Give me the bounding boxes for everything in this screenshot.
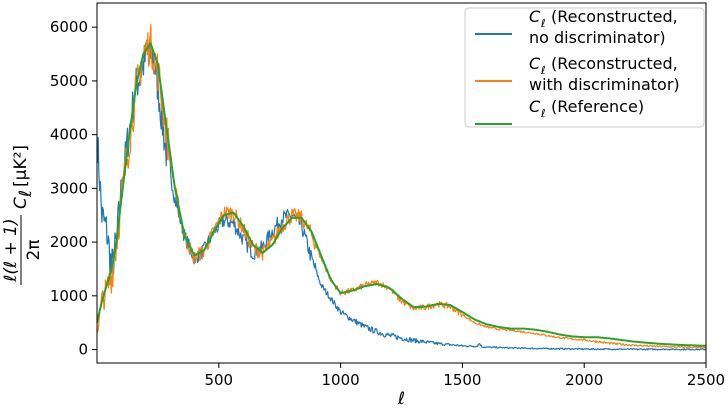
y-axis-label-denominator: 2π [24,239,44,260]
x-tick-label: 1000 [322,371,360,389]
y-axis-label-subscript: ℓ [16,190,36,198]
plot-frame [96,2,707,364]
x-tick-label: 2500 [687,371,725,389]
y-axis-label-unit: [μK²] [11,145,31,187]
legend-subscript: ℓ [540,107,546,120]
y-axis-label-symbol: C [11,197,31,209]
y-tick-label: 3000 [50,179,88,197]
legend-label: no discriminator) [529,28,666,47]
legend-subscript: ℓ [540,64,546,77]
x-axis: 500 1000 1500 2000 2500 [204,363,725,389]
legend-box [464,7,705,128]
legend-label: with discriminator) [529,75,680,94]
x-tick-label: 2000 [565,371,603,389]
y-axis: 0 1000 2000 3000 4000 5000 6000 [50,18,97,359]
legend-subscript: ℓ [540,17,546,30]
y-axis-label-numerator: ℓ(ℓ + 1) [1,218,21,282]
legend-label: (Reconstructed, [551,54,678,73]
x-axis-label: ℓ [397,389,405,409]
legend-symbol: C [529,97,541,116]
series-layer [97,24,706,351]
y-tick-label: 2000 [50,233,88,251]
legend-symbol: C [529,7,541,26]
x-tick-label: 500 [204,371,233,389]
y-tick-label: 0 [78,341,88,359]
legend-label: (Reference) [551,97,644,116]
y-tick-label: 1000 [50,287,88,305]
y-tick-label: 6000 [50,18,88,36]
y-tick-label: 5000 [50,72,88,90]
y-tick-label: 4000 [50,126,88,144]
x-tick-label: 1500 [443,371,481,389]
legend-symbol: C [529,54,541,73]
y-axis-label: ℓ(ℓ + 1) 2π C ℓ [μK²] [1,145,44,285]
series-line [97,42,706,347]
legend-label: (Reconstructed, [551,7,678,26]
series-line [97,24,706,349]
